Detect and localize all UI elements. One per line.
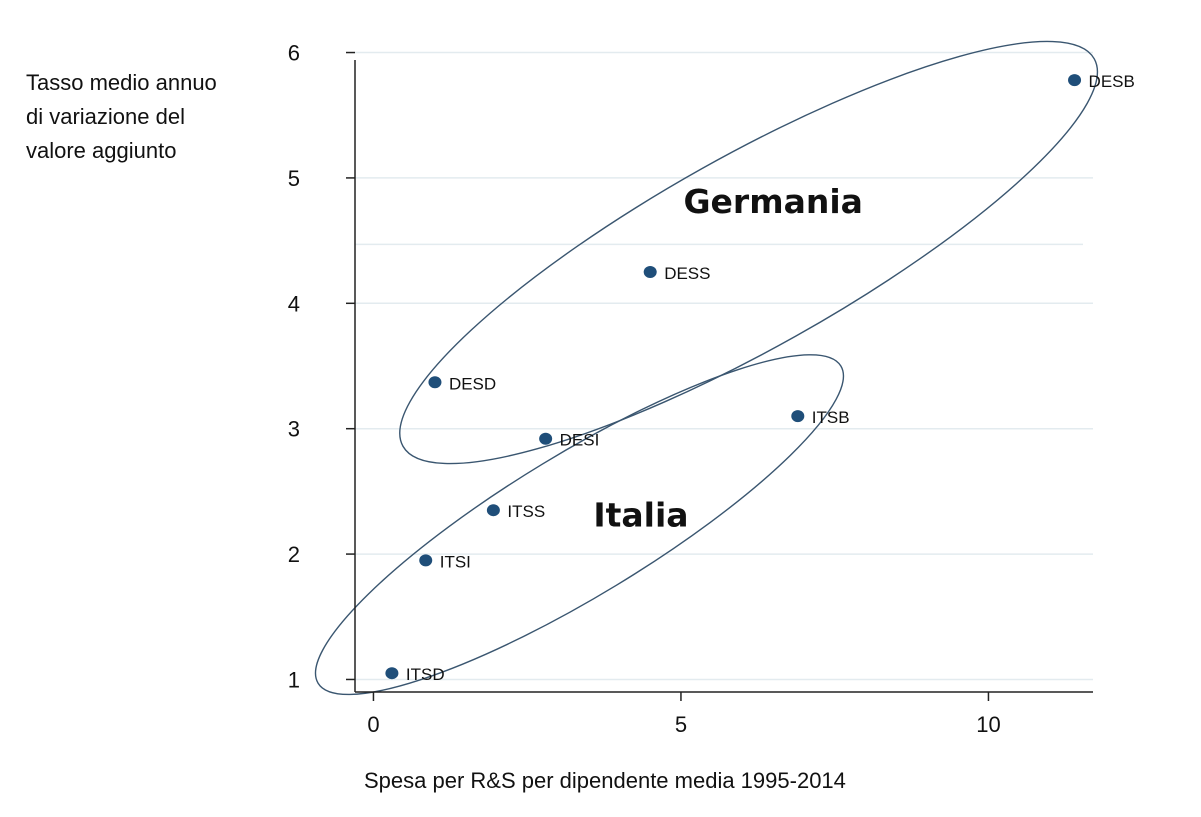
point-label: ITSI — [440, 552, 471, 571]
point-marker — [419, 554, 433, 567]
group-label: Italia — [593, 495, 688, 534]
y-tick-label: 2 — [288, 542, 300, 567]
y-tick-label: 4 — [288, 291, 300, 316]
tick-labels: 1 2 3 4 5 6 0 5 10 — [288, 41, 1001, 737]
point-marker — [539, 432, 553, 445]
y-tick-label: 1 — [288, 667, 300, 692]
group-label: Germania — [683, 182, 862, 221]
x-axis-label: Spesa per R&S per dipendente media 1995-… — [364, 768, 846, 793]
y-tick-label: 5 — [288, 166, 300, 191]
y-axis-label-line: di variazione del — [26, 104, 185, 129]
x-tick-label: 5 — [675, 712, 687, 737]
point-label: DESD — [449, 374, 496, 393]
x-tick-label: 0 — [367, 712, 379, 737]
x-tick-label: 10 — [976, 712, 1000, 737]
y-tick-label: 3 — [288, 417, 300, 442]
point-label: ITSS — [507, 502, 545, 521]
y-axis-label-line: Tasso medio annuo — [26, 70, 217, 95]
point-marker — [428, 376, 442, 389]
grid-lines — [355, 51, 1093, 681]
point-label: ITSB — [812, 408, 850, 427]
data-points: DESB DESS DESD DESI ITSB ITSS ITSI ITSD — [385, 72, 1135, 684]
point-label: ITSD — [406, 665, 445, 684]
axes — [354, 60, 1093, 693]
point-marker — [385, 667, 399, 680]
ellipse-italia — [314, 354, 845, 696]
y-axis-label: Tasso medio annuo di variazione del valo… — [26, 66, 286, 168]
y-axis-label-line: valore aggiunto — [26, 138, 177, 163]
group-labels: Germania Italia — [593, 182, 863, 534]
point-marker — [1068, 74, 1082, 87]
group-ellipses — [314, 40, 1099, 696]
point-label: DESI — [560, 431, 600, 450]
point-marker — [486, 504, 500, 517]
point-label: DESS — [664, 264, 710, 283]
point-marker — [791, 410, 805, 423]
point-marker — [643, 265, 657, 278]
y-tick-label: 6 — [288, 41, 300, 66]
point-label: DESB — [1089, 72, 1135, 91]
ellipse-germania — [399, 40, 1099, 465]
